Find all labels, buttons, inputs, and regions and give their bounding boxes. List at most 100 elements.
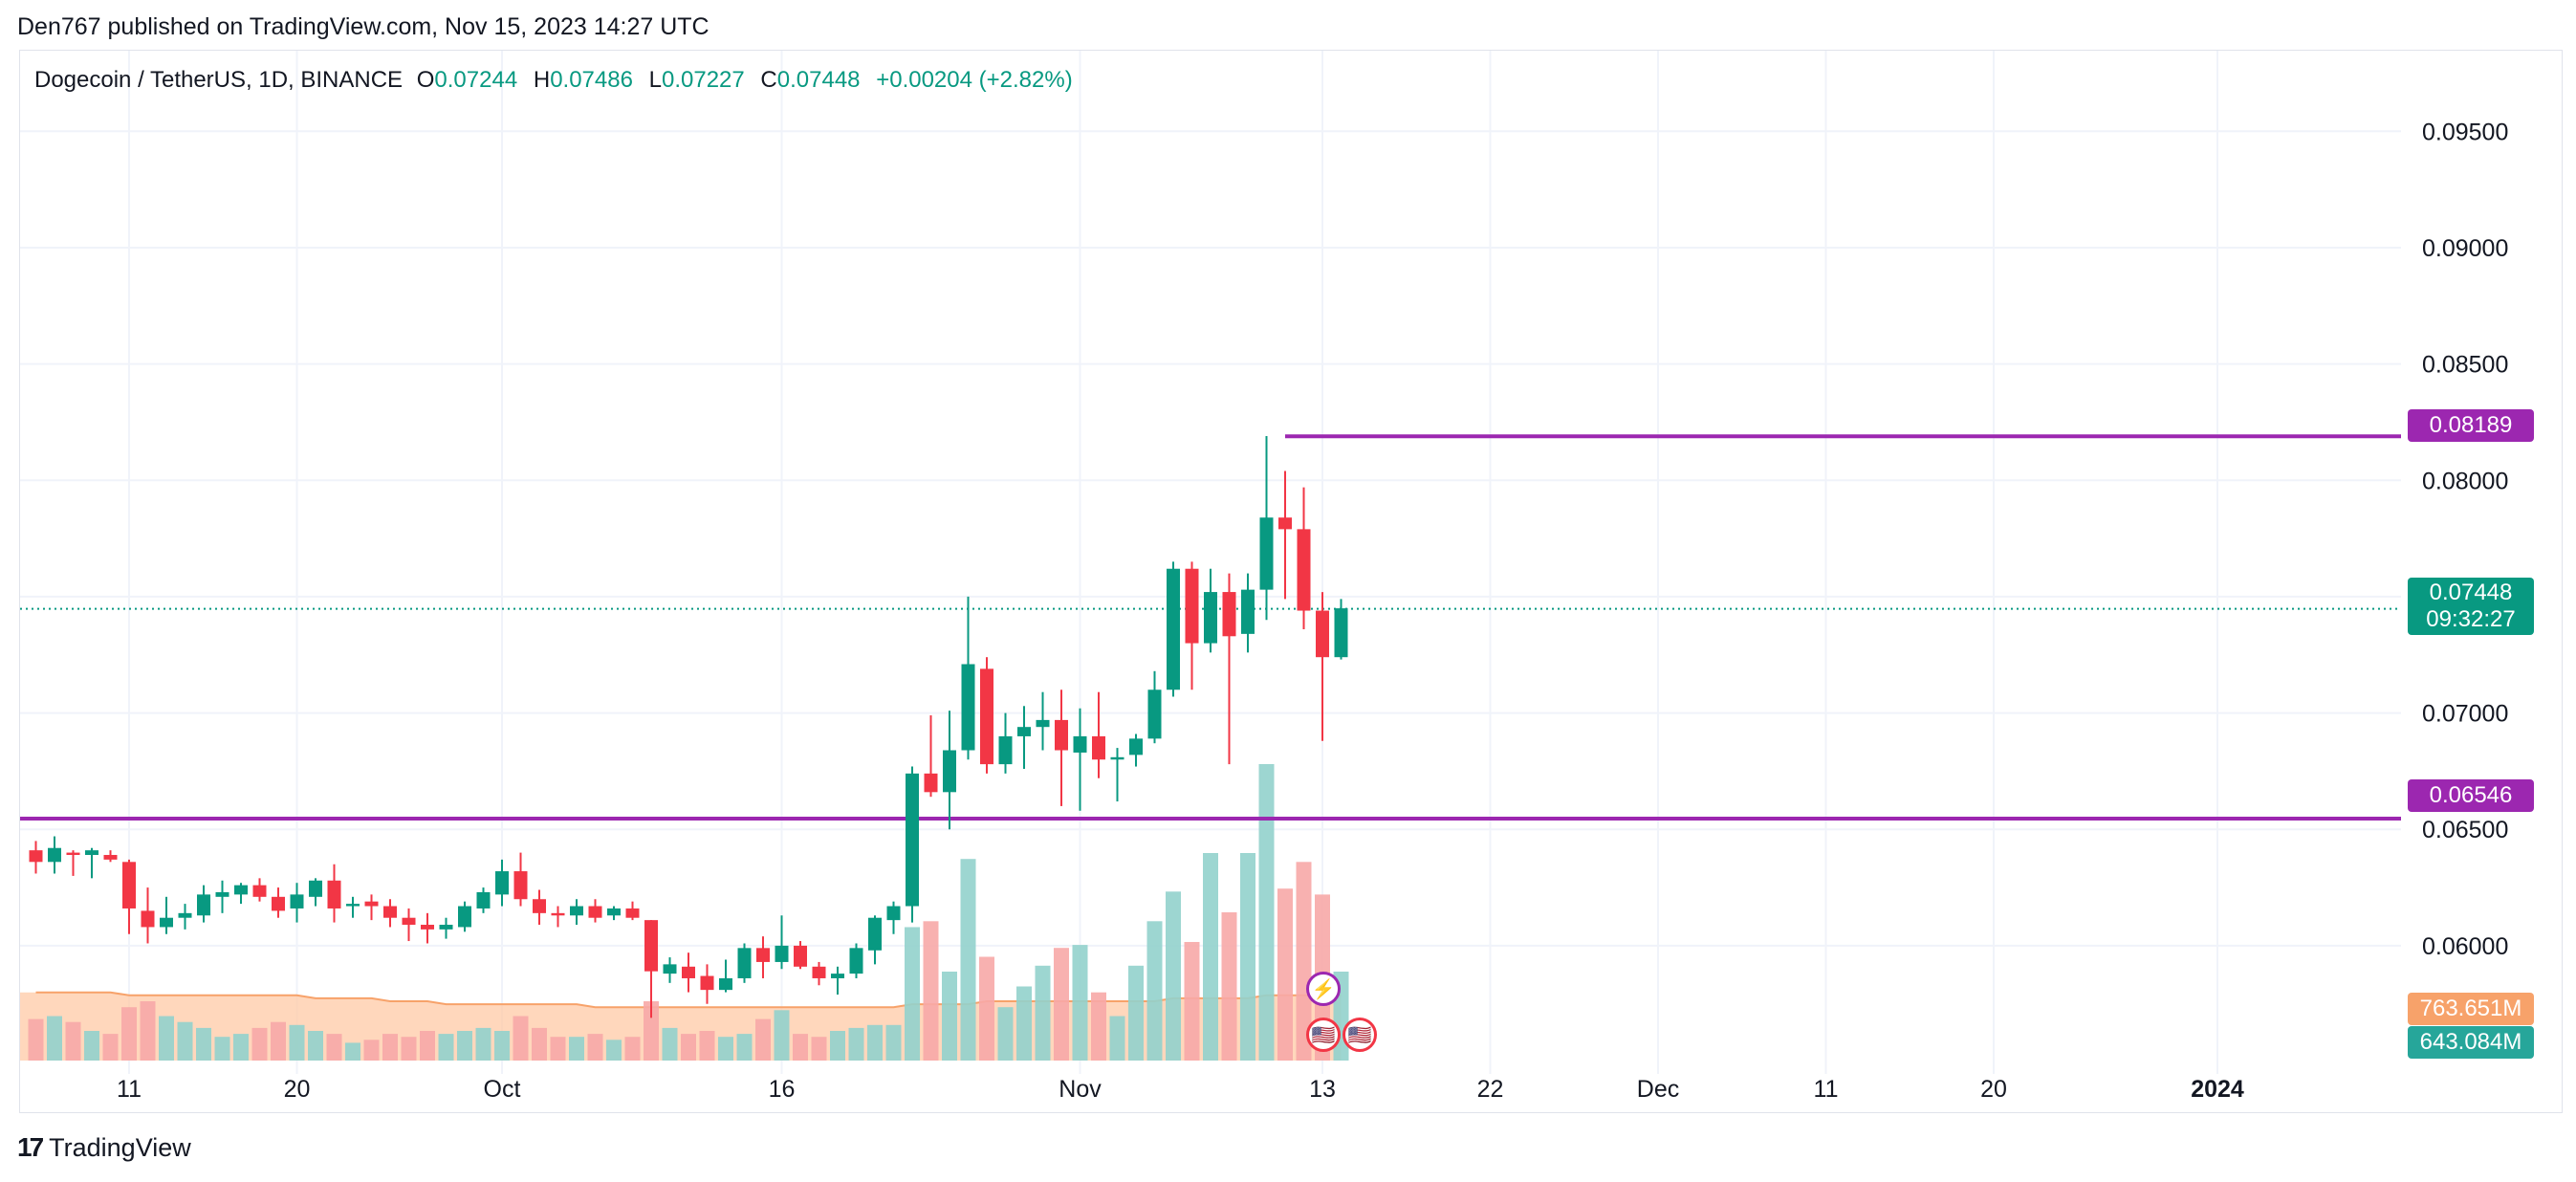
candle-body	[1167, 568, 1180, 690]
time-tick-label: 13	[1309, 1076, 1336, 1103]
candle	[924, 715, 938, 798]
candle	[775, 915, 789, 970]
volume-bar	[793, 1034, 808, 1061]
volume-badge: 643.084M	[2408, 1026, 2534, 1059]
candle-body	[682, 966, 695, 978]
candle-body	[1278, 517, 1292, 530]
time-tick-label: 22	[1477, 1076, 1504, 1103]
candle	[663, 957, 677, 983]
candle-body	[737, 948, 752, 978]
candle-body	[458, 906, 471, 928]
candle-body	[1036, 719, 1050, 728]
candle-body	[831, 974, 844, 978]
candle	[1167, 561, 1180, 697]
volume-bar	[475, 1027, 491, 1061]
candle	[1297, 487, 1311, 629]
chart-pane[interactable]: 0.095000.090000.085000.080000.075000.070…	[19, 50, 2563, 1113]
candle	[252, 878, 267, 902]
candle-body	[700, 975, 714, 991]
candle	[309, 878, 322, 907]
candlestick-chart[interactable]: 0.095000.090000.085000.080000.075000.070…	[20, 51, 2563, 1113]
candle-body	[48, 847, 61, 863]
volume-bar	[1203, 853, 1218, 1061]
candle-body	[29, 850, 43, 863]
volume-bar	[1128, 965, 1144, 1061]
volume-bar	[923, 921, 939, 1061]
candle	[1316, 592, 1329, 741]
candle-body	[588, 906, 602, 918]
candle	[364, 894, 379, 921]
bar-countdown: 09:32:27	[2426, 606, 2516, 632]
candle	[272, 887, 285, 918]
candle	[513, 852, 528, 907]
time-tick-label: 20	[1980, 1076, 2007, 1103]
tradingview-footer[interactable]: 17 TradingView	[17, 1132, 191, 1163]
time-tick-label: Dec	[1637, 1076, 1679, 1103]
candle-body	[1110, 756, 1124, 760]
candle	[831, 966, 844, 996]
lightning-event-icon[interactable]: ⚡	[1306, 972, 1341, 1006]
candle-body	[1147, 690, 1162, 739]
candle	[1036, 691, 1050, 751]
candle	[737, 943, 752, 983]
candle	[1110, 748, 1124, 802]
volume-bar	[494, 1031, 510, 1061]
volume-bar	[513, 1016, 529, 1061]
symbol-name[interactable]: Dogecoin / TetherUS, 1D, BINANCE	[34, 67, 404, 93]
us-flag-event-icon[interactable]: 🇺🇸	[1306, 1018, 1341, 1052]
candle	[1129, 733, 1143, 767]
volume-bar	[774, 1010, 790, 1061]
volume-bar	[420, 1031, 435, 1061]
candle	[943, 711, 956, 830]
volume-bar	[1016, 986, 1032, 1061]
candle	[1055, 690, 1068, 806]
candle	[439, 917, 453, 939]
volume-bar	[289, 1024, 305, 1061]
volume-bar	[1146, 921, 1163, 1061]
candle-body	[625, 908, 640, 918]
volume-bar	[438, 1034, 454, 1061]
support-price-badge[interactable]: 0.06546	[2408, 779, 2534, 812]
candle	[570, 899, 583, 926]
volume-bar	[885, 1024, 902, 1061]
time-tick-label: 16	[769, 1076, 796, 1103]
volume-bar	[569, 1037, 584, 1061]
volume-bar	[214, 1037, 230, 1061]
candle	[160, 896, 173, 934]
volume-bar	[47, 1016, 62, 1061]
volume-bar	[196, 1027, 211, 1061]
candle-body	[1017, 727, 1031, 736]
volume-bar	[811, 1037, 827, 1061]
candle	[327, 864, 341, 923]
volume-bar	[121, 1007, 137, 1061]
candle	[85, 847, 98, 879]
candle	[458, 901, 471, 932]
symbol-legend: Dogecoin / TetherUS, 1D, BINANCE O0.0724…	[34, 67, 1073, 94]
high-label: H	[533, 67, 551, 93]
low-value: 0.07227	[661, 67, 745, 93]
volume-bar	[159, 1016, 174, 1061]
candle-body	[252, 885, 267, 897]
candle-body	[943, 750, 956, 793]
volume-bar	[1072, 945, 1088, 1061]
volume-bar	[736, 1034, 753, 1061]
publish-info: Den767 published on TradingView.com, Nov…	[17, 13, 709, 40]
time-tick-label: 11	[117, 1076, 142, 1103]
time-tick-label: 11	[1814, 1076, 1839, 1103]
candle	[383, 899, 397, 928]
high-value: 0.07486	[550, 67, 633, 93]
us-flag-event-icon[interactable]: 🇺🇸	[1343, 1018, 1377, 1052]
candle-body	[364, 901, 379, 907]
current-price-badge[interactable]: 0.07448 09:32:27	[2408, 578, 2534, 635]
candle-body	[1092, 735, 1105, 760]
volume-bar	[905, 927, 920, 1061]
candle-body	[402, 917, 416, 926]
candle-body	[1334, 608, 1348, 658]
candle	[980, 657, 993, 774]
candle-body	[1259, 517, 1274, 590]
volume-bar	[1221, 912, 1237, 1061]
candle-body	[1316, 610, 1329, 658]
resistance-price-badge[interactable]: 0.08189	[2408, 409, 2534, 442]
volume-bar	[345, 1042, 360, 1061]
candle-body	[160, 917, 173, 928]
